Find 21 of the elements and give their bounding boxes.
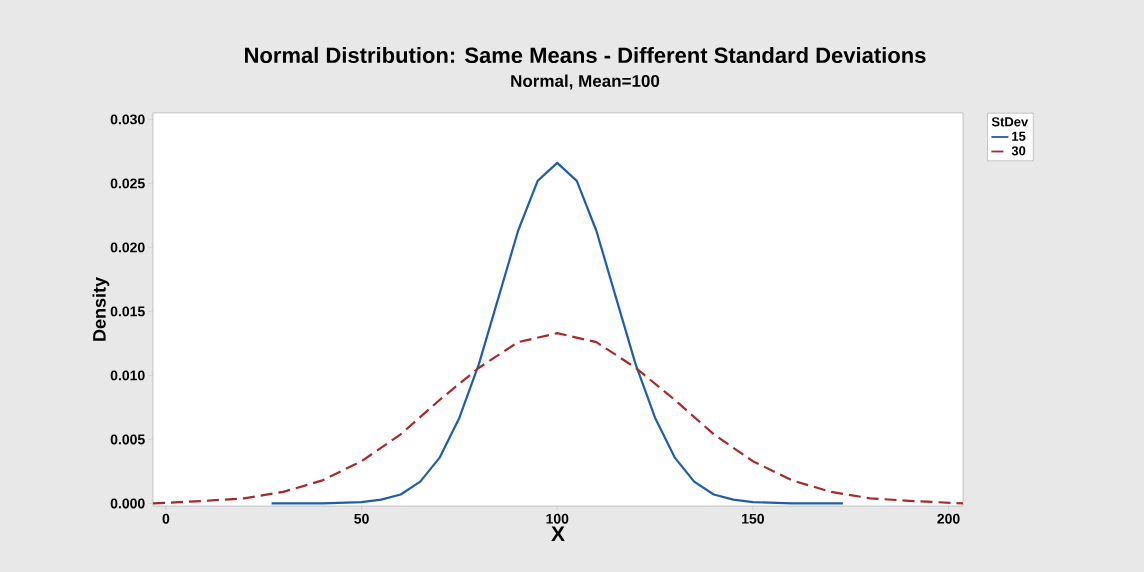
x-tick-label: 50 [354,513,369,524]
line-series [153,332,963,505]
y-tick-label: 0.030 [110,114,145,125]
y-tick-label: 0.000 [110,498,145,509]
chart-subtitle: Normal, Mean=100 [511,74,660,90]
legend-label: 30 [1011,146,1026,156]
y-tick-label: 0.010 [110,370,145,381]
legend-title: StDev [991,117,1029,127]
x-axis-title: X [551,526,565,542]
y-axis-title: Density [92,277,110,341]
y-tick-label: 0.015 [110,306,145,317]
legend-label: 15 [1012,131,1026,141]
x-tick-label: 0 [162,513,170,524]
chart-title: Normal Distribution: Same Means - Different Standard Deviations [245,46,926,64]
y-tick-label: 0.025 [110,178,145,189]
x-tick-label: 100 [546,513,569,524]
x-tick-label: 200 [937,513,960,524]
line-series [270,161,844,505]
y-tick-label: 0.005 [110,434,145,445]
x-tick-label: 150 [742,513,764,524]
y-tick-label: 0.020 [110,242,145,253]
